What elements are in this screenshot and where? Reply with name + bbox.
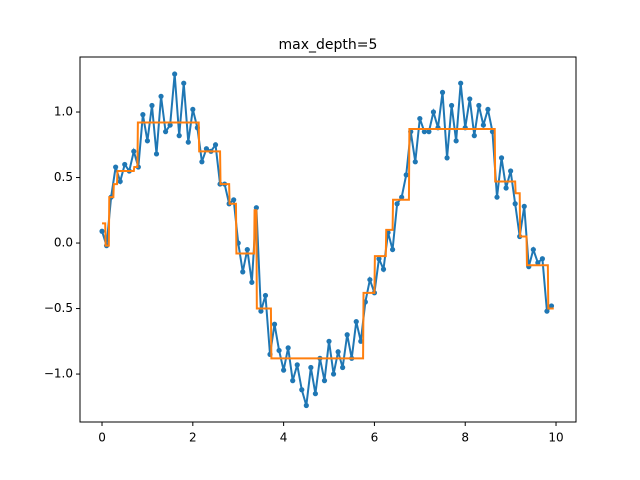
- y-tick-label: −1.0: [44, 367, 73, 381]
- data-point: [144, 138, 151, 144]
- data-point: [190, 106, 196, 113]
- data-point: [158, 93, 164, 99]
- data-point: [122, 161, 128, 168]
- data-point: [539, 256, 546, 262]
- data-point: [403, 172, 409, 178]
- data-point: [212, 142, 219, 148]
- data-point: [376, 256, 382, 262]
- data-point: [480, 122, 486, 128]
- data-point: [449, 102, 455, 109]
- data-point: [181, 80, 187, 86]
- y-tick-label: 0.0: [54, 236, 73, 250]
- data-point: [521, 203, 527, 209]
- data-point: [535, 260, 541, 266]
- chart-title: max_depth=5: [279, 37, 378, 53]
- data-point: [367, 277, 373, 283]
- data-point: [503, 185, 509, 191]
- data-point: [453, 138, 459, 144]
- data-point: [185, 139, 191, 145]
- data-point: [439, 89, 446, 95]
- data-point: [253, 205, 259, 211]
- data-point: [467, 96, 473, 102]
- data-point: [231, 197, 237, 203]
- data-point: [344, 332, 350, 338]
- data-point: [389, 246, 396, 253]
- data-point: [199, 159, 205, 165]
- data-point: [476, 102, 482, 109]
- data-point: [99, 228, 105, 234]
- data-point: [444, 155, 450, 161]
- data-point: [149, 102, 155, 109]
- data-point: [271, 321, 278, 327]
- data-point: [330, 371, 337, 377]
- data-point: [380, 266, 387, 272]
- data-point: [249, 279, 255, 285]
- x-tick-label: 6: [371, 431, 379, 445]
- data-point: [421, 129, 427, 135]
- data-point: [308, 364, 314, 371]
- data-point: [544, 308, 550, 314]
- y-tick-label: 0.5: [54, 170, 73, 184]
- data-point: [312, 391, 319, 397]
- x-tick-label: 0: [98, 431, 106, 445]
- data-point: [281, 367, 287, 373]
- data-point: [399, 194, 405, 200]
- data-point: [340, 364, 346, 371]
- data-point: [512, 201, 518, 207]
- data-point: [172, 71, 178, 77]
- y-tick-label: −0.5: [44, 301, 73, 315]
- data-point: [458, 80, 464, 86]
- x-tick-label: 8: [461, 431, 469, 445]
- data-point: [258, 308, 264, 314]
- data-point: [240, 269, 246, 275]
- data-line: [102, 121, 554, 360]
- data-point: [276, 347, 282, 354]
- data-point: [203, 146, 210, 152]
- data-point: [326, 338, 332, 344]
- data-point: [417, 115, 423, 122]
- data-point: [153, 151, 160, 157]
- data-point: [290, 378, 296, 384]
- data-point: [303, 402, 309, 409]
- data-point: [412, 159, 418, 165]
- data-point: [394, 201, 400, 207]
- data-point: [508, 168, 514, 174]
- data-point: [471, 133, 477, 139]
- data-point: [430, 109, 437, 115]
- data-point: [335, 349, 341, 355]
- data-point: [140, 112, 146, 118]
- x-tick-label: 4: [280, 431, 288, 445]
- data-point: [299, 387, 305, 393]
- data-point: [285, 345, 291, 351]
- data-point: [321, 378, 328, 384]
- data-point: [353, 319, 359, 325]
- data-point: [294, 362, 300, 368]
- data-point: [113, 164, 119, 170]
- data-point: [131, 148, 137, 154]
- plot-frame: [79, 56, 577, 423]
- data-point: [244, 246, 250, 253]
- data-point: [530, 246, 536, 253]
- data-point: [176, 133, 182, 139]
- data-point: [262, 292, 269, 299]
- data-line: [101, 73, 553, 406]
- data-point: [426, 129, 432, 135]
- data-point: [167, 122, 173, 128]
- data-point: [117, 178, 123, 185]
- data-point: [358, 338, 364, 344]
- data-point: [162, 129, 169, 135]
- y-tick-label: 1.0: [54, 105, 73, 119]
- data-point: [498, 155, 505, 161]
- x-tick-label: 10: [548, 431, 563, 445]
- data-point: [548, 303, 555, 309]
- data-point: [494, 194, 500, 200]
- data-point: [485, 106, 491, 113]
- x-tick-label: 2: [189, 431, 197, 445]
